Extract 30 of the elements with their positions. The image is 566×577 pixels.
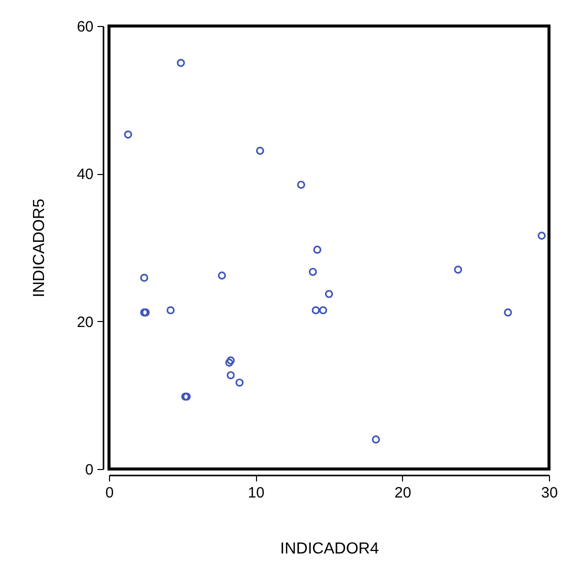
point — [324, 290, 334, 298]
point — [319, 306, 328, 314]
point — [504, 308, 512, 317]
x-tick-label: 20 — [394, 484, 412, 502]
point — [218, 272, 226, 280]
point — [256, 146, 264, 155]
point — [454, 266, 462, 274]
point — [225, 358, 234, 367]
point — [124, 130, 132, 139]
point — [538, 232, 546, 240]
x-tick-label: 30 — [541, 484, 558, 502]
point — [166, 306, 175, 314]
y-tick-label: 60 — [76, 18, 94, 36]
point — [176, 58, 185, 67]
x-axis-title: INDICADOR4 — [280, 540, 379, 558]
y-tick-label: 0 — [85, 462, 94, 478]
point — [312, 306, 320, 314]
point — [297, 180, 306, 189]
y-tick-label: 20 — [76, 314, 94, 331]
point — [308, 268, 317, 276]
point — [226, 356, 235, 364]
x-tick-label: 0 — [105, 484, 114, 502]
point — [235, 378, 244, 387]
point — [313, 246, 322, 254]
y-tick-label: 40 — [76, 166, 94, 184]
point — [140, 274, 148, 282]
point — [372, 435, 380, 444]
x-tick-label: 10 — [248, 484, 265, 502]
y-axis-title: INDICADOR5 — [30, 198, 48, 298]
point — [226, 371, 235, 380]
